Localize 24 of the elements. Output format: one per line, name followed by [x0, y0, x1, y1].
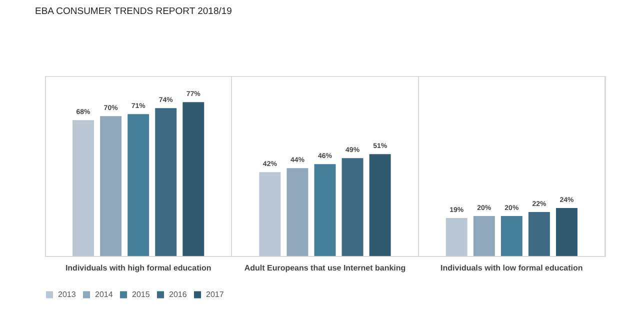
- legend-label: 2015: [132, 290, 150, 299]
- bar: [128, 114, 150, 256]
- bar: [528, 212, 550, 256]
- bar: [72, 120, 94, 256]
- bar: [342, 158, 364, 256]
- legend-label: 2013: [58, 290, 76, 299]
- legend-label: 2014: [95, 290, 114, 299]
- bar: [556, 208, 578, 256]
- bar: [369, 154, 391, 256]
- chart-title: EBA CONSUMER TRENDS REPORT 2018/19: [35, 6, 232, 17]
- x-tick-label: Individuals with low formal education: [440, 264, 583, 272]
- bar: [473, 216, 495, 256]
- bar: [182, 102, 204, 256]
- x-tick-label: Individuals with high formal education: [65, 264, 212, 272]
- bar: [314, 164, 336, 256]
- bar: [259, 172, 281, 256]
- legend-label: 2017: [206, 290, 224, 299]
- x-tick-label: Adult Europeans that use Internet banking: [244, 264, 406, 272]
- bar: [500, 216, 522, 256]
- legend-label: 2016: [169, 290, 188, 299]
- bar: [446, 218, 468, 256]
- bar: [155, 108, 177, 256]
- bar: [100, 116, 122, 256]
- bar: [286, 168, 308, 256]
